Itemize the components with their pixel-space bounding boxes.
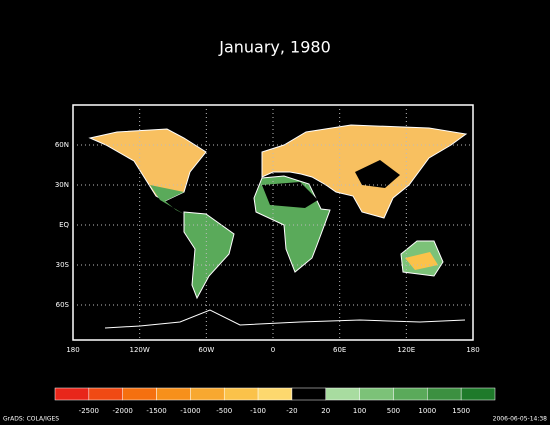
colorbar-label: -20 (286, 407, 297, 415)
lon-label: 180 (466, 346, 479, 354)
antarctica-coast (104, 309, 466, 329)
colorbar-box (122, 387, 157, 401)
colorbar-label: -500 (216, 407, 232, 415)
colorbar-label: 100 (353, 407, 366, 415)
colorbar-label: -2500 (79, 407, 99, 415)
footer-left: GrADS: COLA/IGES (3, 416, 59, 423)
lon-label: 0 (271, 346, 275, 354)
colorbar-box (359, 387, 394, 401)
colorbar-box (257, 387, 293, 401)
colorbar-label: 1000 (418, 407, 436, 415)
colorbar-box (54, 387, 90, 401)
lon-label: 180 (66, 346, 79, 354)
colorbar-label: -1500 (146, 407, 166, 415)
lon-label: 60E (333, 346, 346, 354)
lon-label: 60W (198, 346, 214, 354)
colorbar-box (156, 387, 191, 401)
lat-label: EQ (59, 221, 69, 229)
asia-desert (355, 160, 400, 188)
lat-label: 30S (56, 261, 70, 269)
colorbar-box (291, 387, 327, 401)
colorbar-box (427, 387, 462, 401)
lat-label: 60N (55, 141, 69, 149)
colorbar-box (190, 387, 225, 401)
sahara (262, 182, 318, 208)
colorbar-label: 500 (387, 407, 400, 415)
lon-label: 120W (130, 346, 150, 354)
lat-label: 60S (56, 301, 70, 309)
lat-label: 30N (55, 181, 69, 189)
colorbar-label: 20 (321, 407, 330, 415)
footer-right: 2006-06-05-14:38 (493, 416, 548, 423)
colorbar-label: -2000 (113, 407, 133, 415)
central-america (150, 185, 184, 214)
continents (88, 124, 468, 329)
north-america (88, 128, 207, 202)
colorbar-box (460, 387, 496, 401)
lon-label: 120E (397, 346, 415, 354)
south-america (183, 211, 235, 300)
colorbar-box (223, 387, 259, 401)
colorbar-box (88, 387, 123, 401)
colorbar-box (393, 387, 428, 401)
title: January, 1980 (218, 38, 331, 57)
colorbar-box (325, 387, 360, 401)
colorbar-label: -1000 (180, 407, 200, 415)
colorbar-label: 1500 (452, 407, 470, 415)
colorbar-label: -100 (250, 407, 266, 415)
